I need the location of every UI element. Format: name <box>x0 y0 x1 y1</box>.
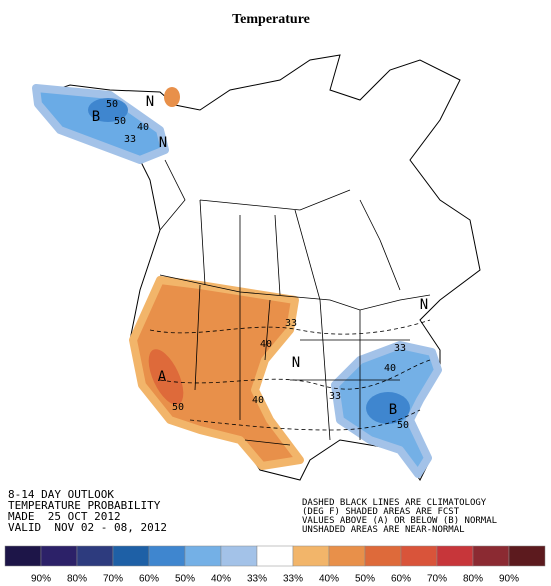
note-right: UNSHADED AREAS ARE NEAR-NORMAL <box>302 525 465 535</box>
legend-label: 60% <box>139 574 159 585</box>
map-label: B <box>389 402 397 418</box>
legend-label: 90% <box>499 574 519 585</box>
border <box>159 159 431 311</box>
legend-swatch <box>508 545 546 567</box>
map-label: 40 <box>252 395 264 406</box>
legend-label: 50% <box>355 574 375 585</box>
contour <box>189 409 421 431</box>
legend-swatch <box>328 545 366 567</box>
map-label: 40 <box>384 363 396 374</box>
legend-label: 60% <box>391 574 411 585</box>
map-label: N <box>420 297 428 313</box>
legend-swatch <box>292 545 330 567</box>
legend-label: 80% <box>463 574 483 585</box>
legend-swatch <box>436 545 474 567</box>
legend-swatch <box>4 545 42 567</box>
map-label: A <box>158 369 167 385</box>
climatology-lines <box>149 319 431 431</box>
map-label: 50 <box>172 402 184 413</box>
legend-swatch <box>40 545 78 567</box>
legend-swatch <box>400 545 438 567</box>
legend-label: 40% <box>211 574 231 585</box>
note-left: 8-14 DAY OUTLOOK <box>8 488 114 501</box>
map-label: 50 <box>114 116 126 127</box>
legend-swatch <box>76 545 114 567</box>
legend-swatch <box>184 545 222 567</box>
border <box>199 189 401 301</box>
note-left: TEMPERATURE PROBABILITY <box>8 499 161 512</box>
map-label: N <box>292 355 300 371</box>
map-label: 33 <box>394 343 406 354</box>
shade-west <box>129 276 304 470</box>
legend-label: 50% <box>175 574 195 585</box>
legend-swatch <box>364 545 402 567</box>
legend-label: 70% <box>103 574 123 585</box>
map-label: B <box>92 109 100 125</box>
legend-label: 33% <box>283 574 303 585</box>
title: Temperature <box>232 12 310 27</box>
note-left: VALID NOV 02 - 08, 2012 <box>8 521 167 534</box>
map-label: 33 <box>124 134 136 145</box>
note-right: VALUES ABOVE (A) OR BELOW (B) NORMAL <box>302 516 497 526</box>
legend-label: 40% <box>319 574 339 585</box>
borders <box>159 159 431 446</box>
map-label: 50 <box>397 420 409 431</box>
legend-label: 33% <box>247 574 267 585</box>
contour <box>149 319 431 335</box>
map-label: N <box>159 135 167 151</box>
map-label: 33 <box>329 391 341 402</box>
legend-swatch <box>220 545 258 567</box>
map-label: 33 <box>285 318 297 329</box>
note-left: MADE 25 OCT 2012 <box>8 510 121 523</box>
legend-swatch <box>472 545 510 567</box>
legend-swatch <box>148 545 186 567</box>
shade-yukon <box>164 87 180 107</box>
map-label: 40 <box>137 122 149 133</box>
legend-label: 80% <box>67 574 87 585</box>
border <box>194 284 410 446</box>
contour <box>159 359 431 390</box>
note-right: (DEG F) SHADED AREAS ARE FCST <box>302 507 460 517</box>
map-label: 50 <box>106 99 118 110</box>
shade-alaska-core <box>88 98 128 122</box>
legend-swatch <box>112 545 150 567</box>
legend-swatch <box>256 545 294 567</box>
shade-southeast-core <box>366 392 410 424</box>
legend-label: 90% <box>31 574 51 585</box>
legend-label: 70% <box>427 574 447 585</box>
note-right: DASHED BLACK LINES ARE CLIMATOLOGY <box>302 498 487 508</box>
map-label: N <box>146 94 154 110</box>
shade-west-core <box>148 349 184 405</box>
map-label: 40 <box>260 339 272 350</box>
legend: 90% 80% 70% 60% 50% 40% 33% 33% 40% 50% 60% 70% 80% 9… <box>4 545 546 585</box>
